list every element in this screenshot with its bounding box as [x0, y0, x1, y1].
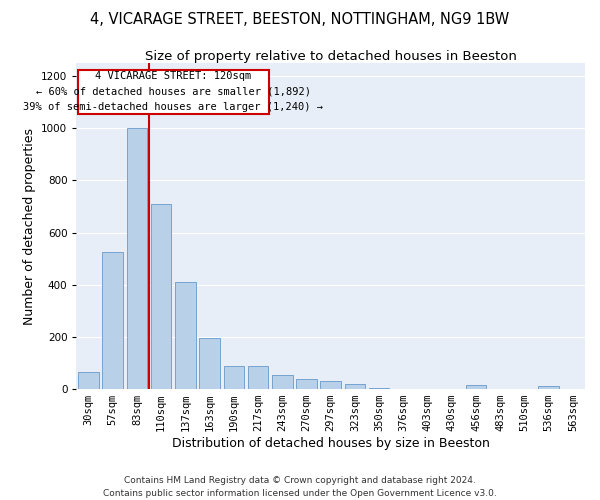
Bar: [296, 378, 317, 389]
Bar: [78, 372, 99, 389]
Text: 4, VICARAGE STREET, BEESTON, NOTTINGHAM, NG9 1BW: 4, VICARAGE STREET, BEESTON, NOTTINGHAM,…: [91, 12, 509, 28]
Bar: [103, 252, 123, 389]
Title: Size of property relative to detached houses in Beeston: Size of property relative to detached ho…: [145, 50, 517, 63]
FancyBboxPatch shape: [77, 70, 269, 114]
Bar: [272, 374, 293, 389]
Bar: [224, 366, 244, 389]
Bar: [199, 338, 220, 389]
Bar: [369, 388, 389, 389]
Text: Contains HM Land Registry data © Crown copyright and database right 2024.
Contai: Contains HM Land Registry data © Crown c…: [103, 476, 497, 498]
Bar: [151, 204, 172, 389]
X-axis label: Distribution of detached houses by size in Beeston: Distribution of detached houses by size …: [172, 437, 490, 450]
Text: 4 VICARAGE STREET: 120sqm
← 60% of detached houses are smaller (1,892)
39% of se: 4 VICARAGE STREET: 120sqm ← 60% of detac…: [23, 71, 323, 112]
Bar: [320, 382, 341, 389]
Bar: [248, 366, 268, 389]
Bar: [344, 384, 365, 389]
Bar: [127, 128, 147, 389]
Bar: [175, 282, 196, 389]
Bar: [466, 385, 487, 389]
Bar: [538, 386, 559, 389]
Y-axis label: Number of detached properties: Number of detached properties: [23, 128, 35, 324]
